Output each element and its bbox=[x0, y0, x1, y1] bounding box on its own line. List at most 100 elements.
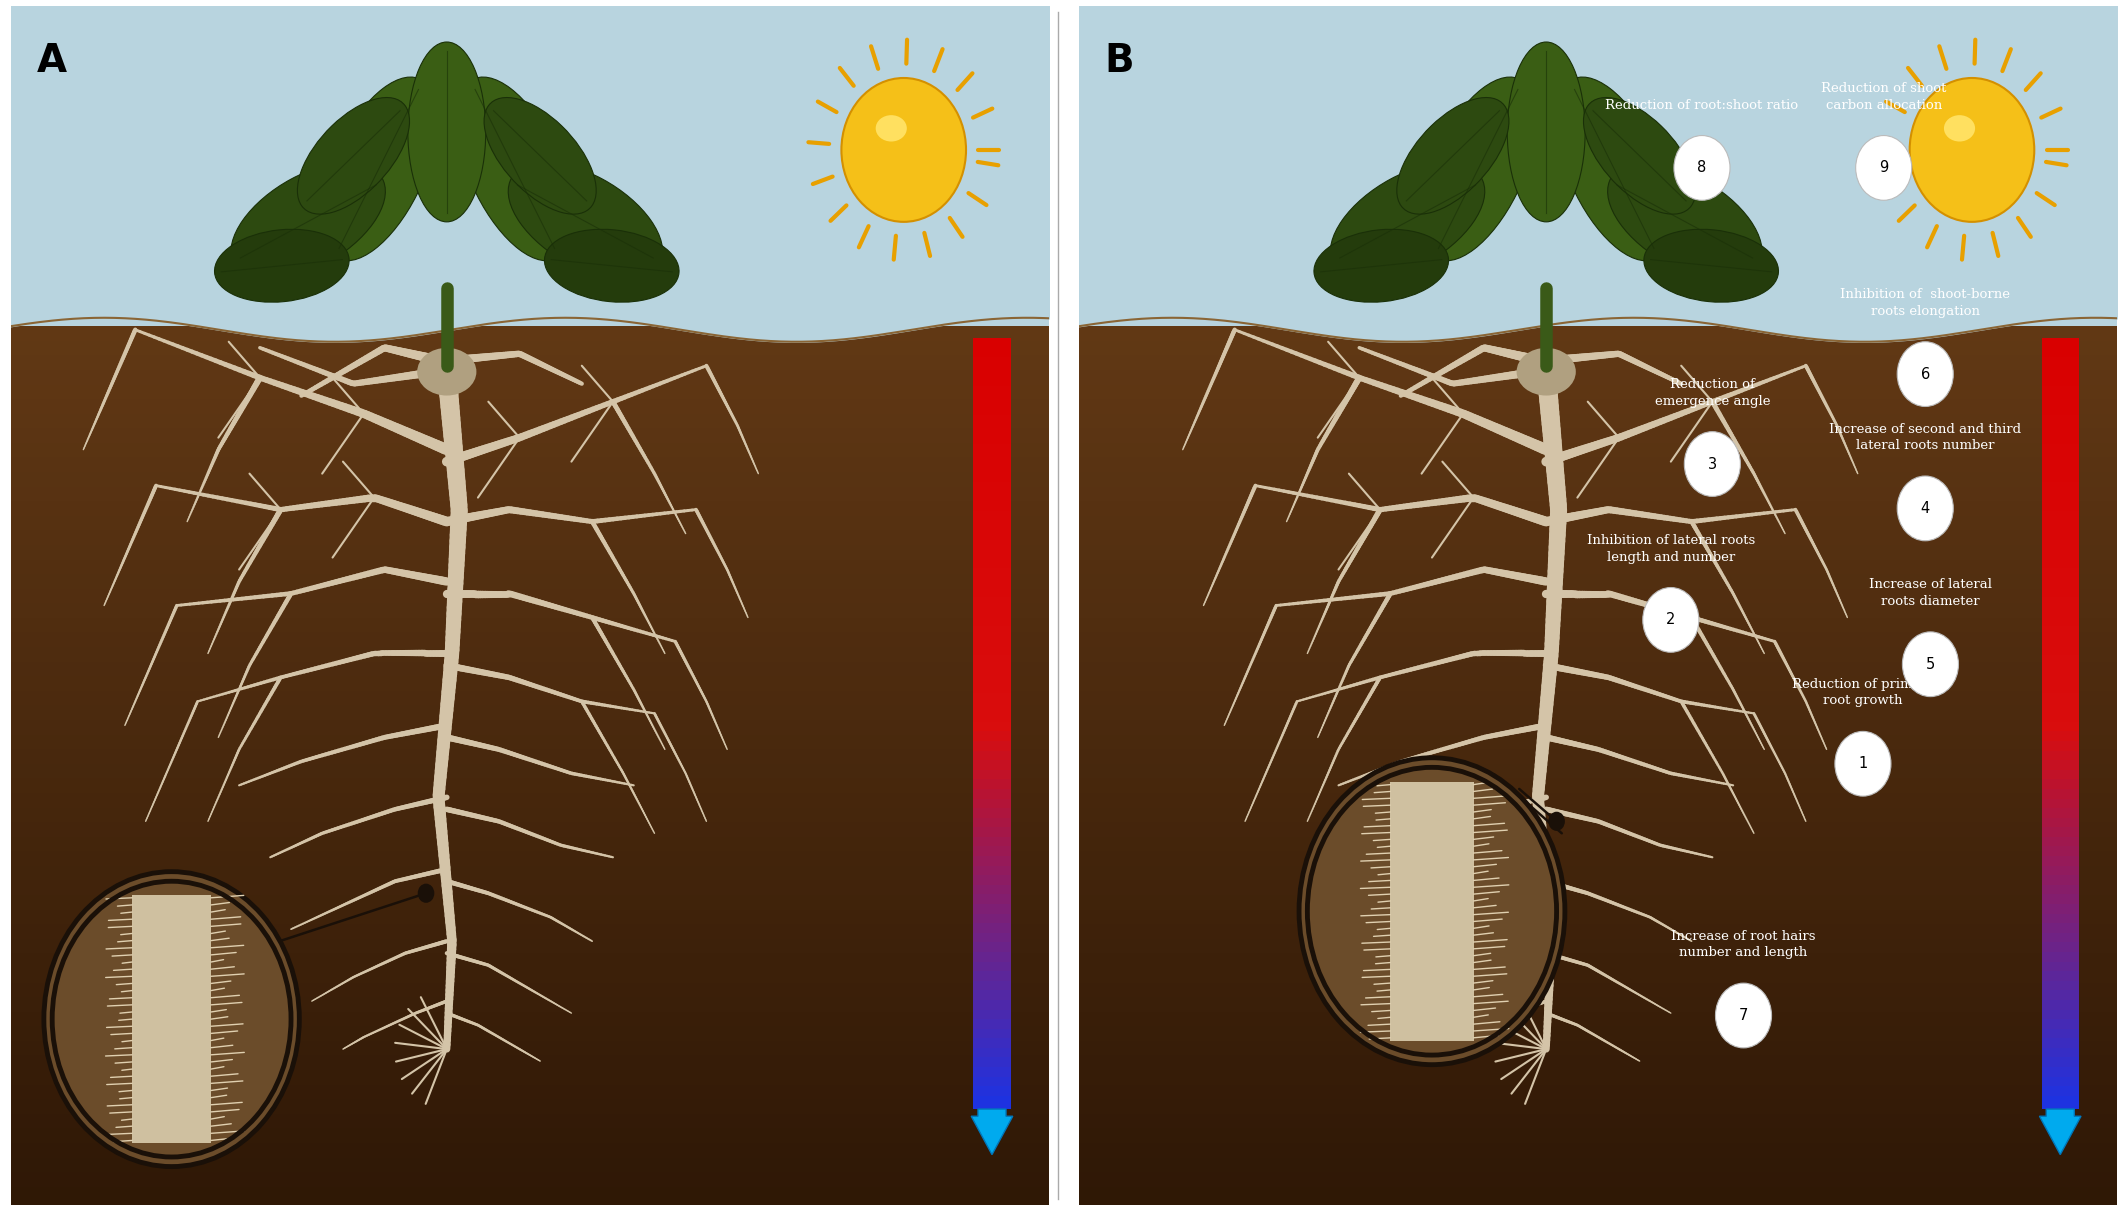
Ellipse shape bbox=[232, 162, 385, 280]
Bar bbox=[11, 1129, 1049, 1147]
Circle shape bbox=[1643, 587, 1698, 653]
Circle shape bbox=[1298, 758, 1564, 1064]
Bar bbox=[972, 377, 1011, 390]
Text: 1: 1 bbox=[1858, 756, 1868, 771]
Bar bbox=[2041, 645, 2079, 659]
Bar bbox=[11, 866, 1049, 884]
Bar bbox=[2041, 338, 2079, 351]
Bar bbox=[972, 587, 1011, 601]
Bar bbox=[1079, 458, 2117, 476]
Bar bbox=[1079, 340, 2117, 358]
Text: Reduction of shoot
carbon allocation: Reduction of shoot carbon allocation bbox=[1822, 82, 1947, 111]
Bar bbox=[972, 856, 1011, 869]
Circle shape bbox=[1898, 342, 1954, 407]
Bar bbox=[2041, 673, 2079, 687]
Bar bbox=[972, 597, 1011, 610]
Bar bbox=[972, 463, 1011, 476]
Bar bbox=[972, 655, 1011, 667]
Bar bbox=[2041, 396, 2079, 409]
Bar bbox=[11, 982, 1049, 1000]
FancyArrow shape bbox=[970, 1109, 1013, 1154]
Bar bbox=[972, 981, 1011, 994]
Ellipse shape bbox=[1396, 98, 1509, 214]
Bar bbox=[11, 618, 1049, 636]
Bar bbox=[972, 1086, 1011, 1100]
Bar bbox=[972, 895, 1011, 907]
Bar bbox=[2041, 712, 2079, 725]
Bar bbox=[2041, 482, 2079, 495]
Bar bbox=[972, 1038, 1011, 1051]
Bar bbox=[2041, 463, 2079, 476]
Ellipse shape bbox=[409, 42, 485, 222]
Bar bbox=[972, 501, 1011, 515]
Bar bbox=[972, 1020, 1011, 1032]
Bar bbox=[2041, 492, 2079, 505]
Bar bbox=[11, 690, 1049, 708]
Bar bbox=[11, 472, 1049, 490]
Bar bbox=[972, 568, 1011, 581]
Bar bbox=[2041, 981, 2079, 994]
Bar bbox=[972, 913, 1011, 926]
Bar bbox=[11, 559, 1049, 578]
Text: 9: 9 bbox=[1879, 160, 1888, 176]
Bar bbox=[972, 434, 1011, 447]
Circle shape bbox=[1549, 811, 1564, 831]
FancyArrow shape bbox=[2039, 1109, 2081, 1154]
Bar bbox=[972, 770, 1011, 784]
Bar bbox=[2041, 597, 2079, 610]
Bar bbox=[972, 780, 1011, 792]
Bar bbox=[1079, 530, 2117, 549]
Bar bbox=[2041, 1000, 2079, 1014]
Bar bbox=[2041, 386, 2079, 400]
Circle shape bbox=[45, 872, 300, 1166]
Bar bbox=[2041, 761, 2079, 774]
Bar bbox=[2041, 1086, 2079, 1100]
Bar bbox=[1079, 618, 2117, 636]
Bar bbox=[1079, 1011, 2117, 1029]
Bar bbox=[972, 923, 1011, 936]
Bar bbox=[1079, 559, 2117, 578]
Bar bbox=[11, 603, 1049, 621]
Bar bbox=[2041, 558, 2079, 572]
Bar bbox=[11, 1041, 1049, 1060]
Text: A: A bbox=[36, 42, 66, 80]
Bar bbox=[972, 549, 1011, 562]
Bar bbox=[2041, 626, 2079, 639]
Bar bbox=[1079, 545, 2117, 563]
Bar bbox=[972, 751, 1011, 764]
Bar bbox=[1079, 632, 2117, 650]
Ellipse shape bbox=[509, 162, 662, 280]
Bar bbox=[1079, 647, 2117, 665]
Bar bbox=[972, 866, 1011, 879]
Bar bbox=[2041, 1077, 2079, 1090]
Bar bbox=[972, 406, 1011, 419]
Bar bbox=[2041, 521, 2079, 534]
Bar bbox=[2041, 702, 2079, 716]
Bar bbox=[1079, 414, 2117, 432]
Bar bbox=[11, 909, 1049, 928]
Bar bbox=[1079, 1056, 2117, 1074]
Bar bbox=[2041, 962, 2079, 975]
Bar bbox=[1079, 1187, 2117, 1205]
Bar bbox=[11, 1026, 1049, 1045]
Bar bbox=[972, 798, 1011, 811]
Bar bbox=[972, 1048, 1011, 1061]
Bar bbox=[2041, 991, 2079, 1004]
Ellipse shape bbox=[1583, 98, 1696, 214]
Bar bbox=[2041, 722, 2079, 735]
Bar bbox=[2041, 434, 2079, 447]
Bar bbox=[972, 636, 1011, 649]
Bar bbox=[2041, 425, 2079, 437]
Ellipse shape bbox=[877, 115, 907, 142]
Bar bbox=[11, 385, 1049, 403]
Bar bbox=[972, 396, 1011, 409]
Bar bbox=[11, 705, 1049, 724]
Bar bbox=[972, 425, 1011, 437]
Bar bbox=[1079, 953, 2117, 971]
Bar bbox=[11, 1100, 1049, 1118]
Bar bbox=[11, 369, 1049, 388]
Bar bbox=[1079, 1129, 2117, 1147]
Bar bbox=[972, 1096, 1011, 1109]
Ellipse shape bbox=[321, 78, 436, 260]
Bar bbox=[2041, 1067, 2079, 1080]
